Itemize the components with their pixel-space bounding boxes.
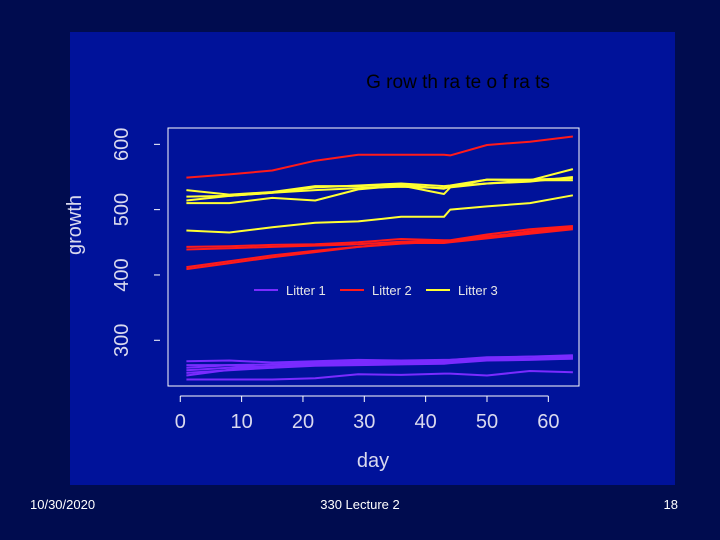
footer-date: 10/30/2020: [30, 497, 96, 512]
x-tick-label: 40: [415, 411, 437, 433]
y-axis-label: growth: [64, 195, 86, 255]
series-line-litter2-9: [186, 225, 573, 248]
y-tick-label: 300: [111, 324, 133, 357]
series-line-litter1-1: [186, 370, 573, 381]
footer-lecture: 330 Lecture 2: [320, 497, 400, 512]
x-tick-label: 30: [353, 411, 375, 433]
x-tick-label: 60: [537, 411, 559, 433]
series-line-litter2-10: [186, 228, 574, 271]
x-tick-label: 50: [476, 411, 498, 433]
series-line-litter2-12: [186, 226, 574, 251]
y-tick-label: 500: [111, 193, 133, 226]
x-tick-label: 20: [292, 411, 314, 433]
series-layer: [186, 135, 574, 381]
legend: Litter 1 Litter 2 Litter 3: [254, 283, 498, 298]
footer-page-number: 18: [663, 497, 678, 512]
legend-label-litter1: Litter 1: [286, 283, 326, 298]
plot-frame: [167, 127, 580, 387]
y-tick-label: 400: [111, 258, 133, 291]
chart-title: G row th ra te o f ra ts: [366, 72, 550, 93]
y-tick-label: 600: [111, 128, 133, 161]
series-line-litter1-7: [186, 354, 573, 364]
series-line-litter1-6: [186, 357, 573, 374]
x-tick-label: 10: [230, 411, 252, 433]
legend-label-litter3: Litter 3: [458, 283, 498, 298]
x-axis: 0 10 20 30 40 50 60: [175, 395, 559, 433]
series-line-litter1-5: [186, 356, 573, 377]
series-line-litter3-16: [186, 194, 574, 234]
series-line-litter3-17: [186, 176, 574, 202]
legend-label-litter2: Litter 2: [372, 283, 412, 298]
x-axis-label: day: [357, 450, 389, 472]
series-line-litter2-8: [186, 135, 574, 179]
chart-panel: [70, 32, 675, 485]
x-tick-label: 0: [175, 411, 186, 433]
y-axis: 300 400 500 600: [111, 128, 160, 357]
